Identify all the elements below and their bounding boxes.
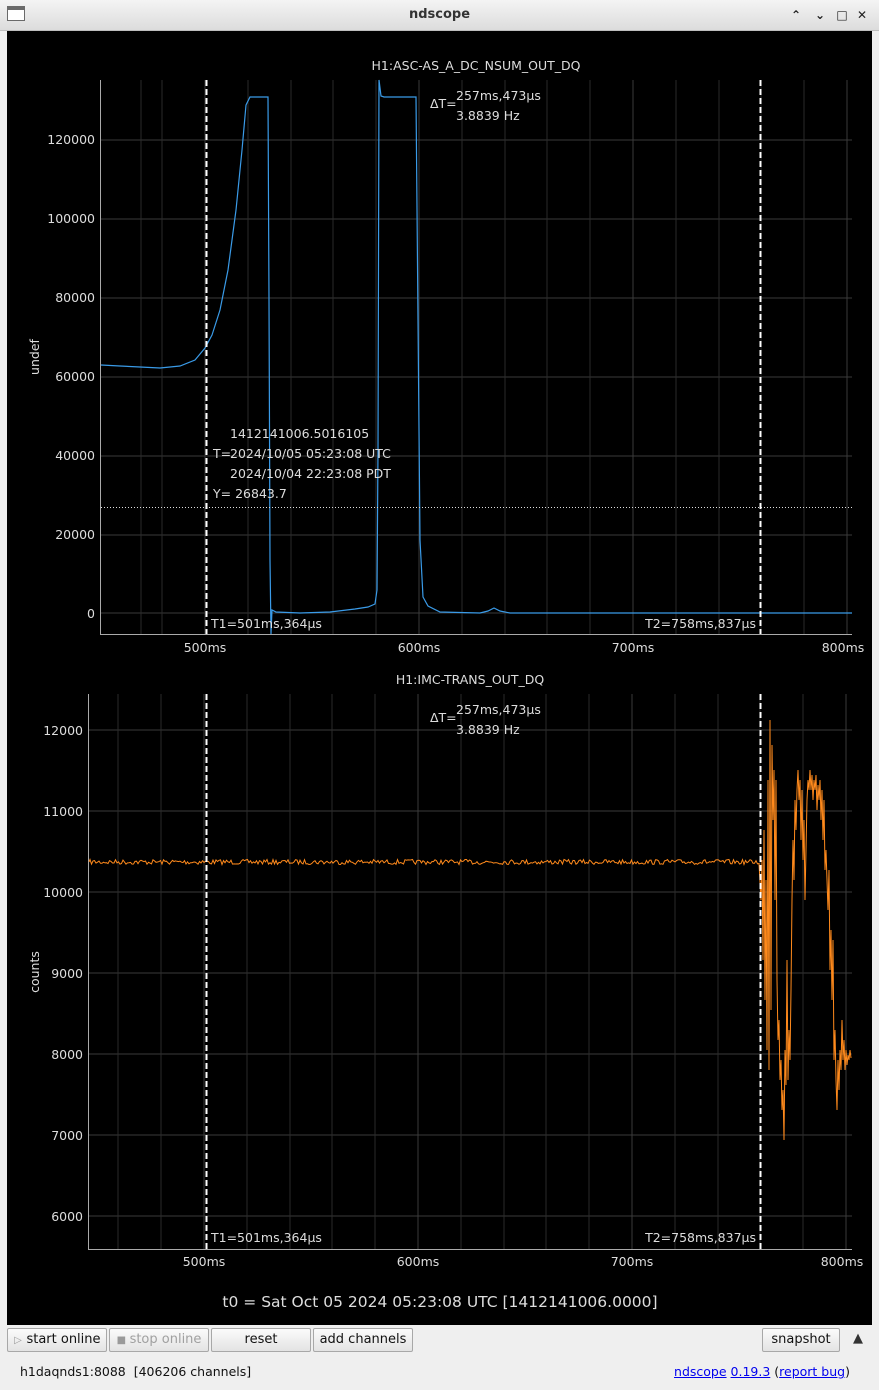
stop-icon: ■ <box>116 1335 127 1346</box>
y-tick-label: 80000 <box>55 290 95 305</box>
plot-1-grid <box>101 80 852 634</box>
start-online-button[interactable]: ▷ start online <box>7 1328 107 1352</box>
play-icon: ▷ <box>14 1335 22 1346</box>
y-tick-label: 7000 <box>51 1128 83 1143</box>
server-address: h1daqnds1:8088 <box>20 1364 126 1379</box>
x-tick-label: 500ms <box>183 1254 226 1269</box>
x-tick-label: 600ms <box>397 1254 440 1269</box>
plot-1-y-axis: 120000 100000 80000 60000 40000 20000 0 <box>47 132 95 621</box>
y-tick-label: 120000 <box>47 132 95 147</box>
expand-triangle-icon[interactable]: ▲ <box>853 1331 863 1346</box>
y-tick-label: 0 <box>87 606 95 621</box>
plot-1-delta-freq: 3.8839 Hz <box>456 108 520 123</box>
x-tick-label: 500ms <box>184 640 227 655</box>
plot-2-delta-freq: 3.8839 Hz <box>456 722 520 737</box>
chevron-up-icon[interactable]: ⌃ <box>790 8 802 22</box>
status-bar: h1daqnds1:8088 [406206 channels] ndscope… <box>0 1358 879 1390</box>
x-tick-label: 800ms <box>821 1254 864 1269</box>
crosshair-pdt: 2024/10/04 22:23:08 PDT <box>230 466 391 481</box>
y-tick-label: 12000 <box>43 723 83 738</box>
crosshair-utc: 2024/10/05 05:23:08 UTC <box>230 446 391 461</box>
add-channels-button[interactable]: add channels <box>313 1328 413 1352</box>
x-tick-label: 700ms <box>612 640 655 655</box>
plot-2-x-axis: 500ms 600ms 700ms 800ms <box>183 1254 864 1269</box>
plot-area[interactable]: H1:ASC-AS_A_DC_NSUM_OUT_DQ 120000 100000… <box>7 31 872 1325</box>
crosshair-y: Y= 26843.7 <box>212 486 287 501</box>
plot-1-delta-time: 257ms,473µs <box>456 88 541 103</box>
channel-count: [406206 channels] <box>133 1364 252 1379</box>
y-tick-label: 6000 <box>51 1209 83 1224</box>
reset-button[interactable]: reset <box>211 1328 311 1352</box>
y-tick-label: 20000 <box>55 527 95 542</box>
plot-1-t2-label: T2=758ms,837µs <box>644 616 756 631</box>
version-link[interactable]: 0.19.3 <box>730 1364 771 1379</box>
plot-1-trace <box>100 79 852 635</box>
plot-1-x-axis: 500ms 600ms 700ms 800ms <box>184 640 865 655</box>
ndscope-link[interactable]: ndscope <box>674 1364 727 1379</box>
plot-2-t1-label: T1=501ms,364µs <box>210 1230 322 1245</box>
y-tick-label: 9000 <box>51 966 83 981</box>
close-icon[interactable]: ✕ <box>856 8 868 22</box>
version-info: ndscope 0.19.3 (report bug) <box>674 1364 850 1379</box>
plot-1-crosshair-readout: 1412141006.5016105 T= 2024/10/05 05:23:0… <box>212 426 391 501</box>
x-tick-label: 600ms <box>398 640 441 655</box>
y-tick-label: 100000 <box>47 211 95 226</box>
y-tick-label: 8000 <box>51 1047 83 1062</box>
plot-2-title: H1:IMC-TRANS_OUT_DQ <box>396 672 545 687</box>
plot-2-delta-label: ΔT= <box>430 710 457 725</box>
plot-2-trace <box>88 719 852 1141</box>
y-tick-label: 11000 <box>43 804 83 819</box>
x-tick-label: 700ms <box>611 1254 654 1269</box>
plot-2-ylabel: counts <box>27 951 42 993</box>
y-tick-label: 60000 <box>55 369 95 384</box>
plot-1-title: H1:ASC-AS_A_DC_NSUM_OUT_DQ <box>372 58 581 73</box>
plot-1[interactable]: H1:ASC-AS_A_DC_NSUM_OUT_DQ 120000 100000… <box>27 58 864 655</box>
plot-1-t1-label: T1=501ms,364µs <box>210 616 322 631</box>
y-tick-label: 10000 <box>43 885 83 900</box>
report-bug-link[interactable]: report bug <box>779 1364 846 1379</box>
x-tick-label: 800ms <box>822 640 865 655</box>
snapshot-button[interactable]: snapshot <box>762 1328 840 1352</box>
plot-2[interactable]: H1:IMC-TRANS_OUT_DQ 12000 11000 10000 90… <box>27 672 863 1269</box>
stop-online-button[interactable]: ■ stop online <box>109 1328 209 1352</box>
toolbar: ▷ start online ■ stop online reset add cha… <box>0 1326 879 1356</box>
plot-2-t2-label: T2=758ms,837µs <box>644 1230 756 1245</box>
plot-2-grid <box>89 694 852 1249</box>
minimize-icon[interactable]: ⌄ <box>814 8 826 22</box>
crosshair-gps: 1412141006.5016105 <box>230 426 369 441</box>
server-status: h1daqnds1:8088 [406206 channels] <box>20 1364 251 1379</box>
app-window-icon[interactable] <box>7 6 25 21</box>
maximize-icon[interactable]: □ <box>836 8 848 22</box>
window-title: ndscope <box>408 7 471 22</box>
t0-label: t0 = Sat Oct 05 2024 05:23:08 UTC [14121… <box>222 1293 657 1311</box>
plot-1-ylabel: undef <box>27 338 42 374</box>
crosshair-t-label: T= <box>212 446 231 461</box>
plot-2-delta-time: 257ms,473µs <box>456 702 541 717</box>
plot-2-y-axis: 12000 11000 10000 9000 8000 7000 6000 <box>43 723 83 1224</box>
window-titlebar: ndscope ⌃ ⌄ □ ✕ <box>0 0 879 31</box>
y-tick-label: 40000 <box>55 448 95 463</box>
plot-1-delta-label: ΔT= <box>430 96 457 111</box>
